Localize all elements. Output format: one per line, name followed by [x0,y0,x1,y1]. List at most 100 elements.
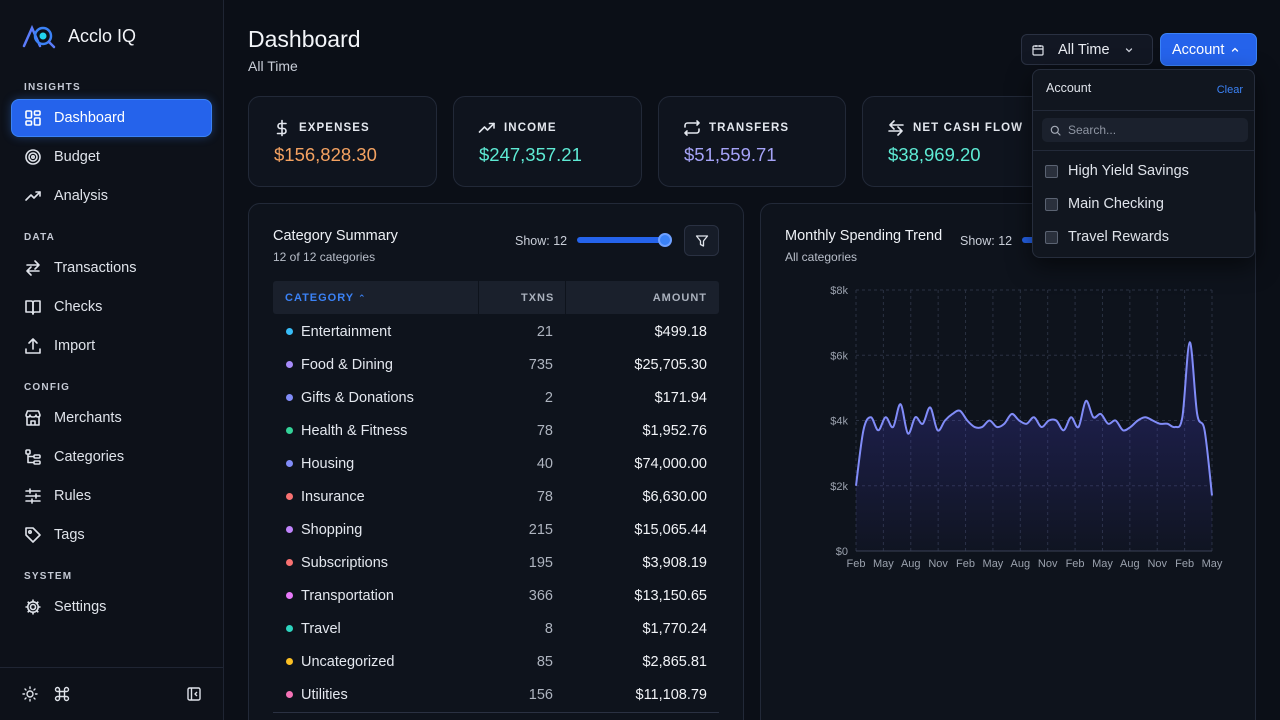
tree-icon [25,449,41,465]
panel-title: Category Summary [273,228,398,244]
show-count-label: Show: 12 [515,234,568,248]
table-row[interactable]: Utilities 156 $11,108.79 [273,679,719,712]
account-option-travel-rewards[interactable]: Travel Rewards [1045,226,1169,248]
slider-handle[interactable] [658,233,672,247]
table-row[interactable]: Subscriptions 195 $3,908.19 [273,547,719,580]
chevron-up-icon [1232,47,1239,52]
stat-card-expenses: EXPENSES $156,828.30 [248,96,437,187]
category-amount: $2,865.81 [642,654,707,670]
trend-icon [25,191,41,201]
table-header: CATEGORY ⌃ TXNS AMOUNT [273,281,719,314]
category-amount: $499.18 [654,324,707,340]
category-txns: 215 [528,522,553,538]
sidebar-item-transactions[interactable]: Transactions [12,250,211,286]
table-row[interactable]: Shopping 215 $15,065.44 [273,514,719,547]
trend-up-icon [478,122,495,133]
stat-value: $38,969.20 [888,144,981,165]
category-txns: 735 [528,357,553,373]
sidebar-item-checks[interactable]: Checks [12,289,211,325]
sidebar-item-analysis[interactable]: Analysis [12,178,211,214]
category-color-dot [286,361,293,368]
category-txns: 366 [528,588,553,604]
x-tick-label: Aug [1120,558,1140,570]
x-tick-label: May [1092,558,1113,570]
category-color-dot [286,592,293,599]
table-row[interactable]: Housing 40 $74,000.00 [273,448,719,481]
filter-button[interactable] [684,225,719,256]
sidebar-item-label: Settings [54,599,107,615]
table-row[interactable]: Transportation 366 $13,150.65 [273,580,719,613]
category-name: Subscriptions [301,555,389,571]
time-range-dropdown[interactable]: All Time [1021,34,1153,65]
sidebar-item-merchants[interactable]: Merchants [12,400,211,436]
sidebar-item-tags[interactable]: Tags [12,517,211,553]
x-tick-label: Nov [1038,558,1058,570]
clear-selection-link[interactable]: Clear [1216,84,1243,96]
sidebar-item-settings[interactable]: Settings [12,589,211,625]
table-row[interactable]: Entertainment 21 $499.18 [273,316,719,349]
table-row[interactable]: Gifts & Donations 2 $171.94 [273,382,719,415]
stat-label: TRANSFERS [709,122,790,134]
category-name: Uncategorized [301,654,395,670]
sidebar-item-label: Rules [54,488,92,504]
category-txns: 8 [544,621,553,637]
monthly-trend-panel: Monthly Spending Trend All categories Sh… [760,203,1256,720]
category-amount: $1,952.76 [642,423,707,439]
account-option-main-checking[interactable]: Main Checking [1045,193,1164,215]
trend-area [856,342,1212,551]
account-filter-button[interactable]: Account [1161,34,1256,65]
category-amount: $11,108.79 [635,687,708,703]
category-color-dot [286,625,293,632]
checkbox[interactable] [1045,164,1058,178]
checkbox[interactable] [1045,230,1058,244]
brand-name: Acclo IQ [68,25,137,46]
column-header-txns[interactable]: TXNS [521,292,555,304]
table-row[interactable]: Travel 8 $1,770.24 [273,613,719,646]
collapse-sidebar-icon[interactable] [186,686,202,702]
show-count-slider[interactable] [577,237,667,243]
sidebar-item-rules[interactable]: Rules [12,478,211,514]
category-color-dot [286,691,293,698]
table-row[interactable]: Food & Dining 735 $25,705.30 [273,349,719,382]
category-txns: 195 [528,555,553,571]
table-row[interactable]: Insurance 78 $6,630.00 [273,481,719,514]
sidebar-item-import[interactable]: Import [12,328,211,364]
command-icon[interactable] [54,686,70,702]
panel-title: Monthly Spending Trend [785,228,943,244]
sidebar-item-categories[interactable]: Categories [12,439,211,475]
section-label-data: DATA [24,232,56,243]
account-option-label: High Yield Savings [1068,163,1189,179]
category-color-dot [286,559,293,566]
account-search-input[interactable] [1068,123,1238,137]
category-color-dot [286,658,293,665]
sliders-icon [25,488,41,504]
category-amount: $13,150.65 [634,588,707,604]
upload-icon [25,338,41,354]
account-option-label: Travel Rewards [1068,229,1169,245]
stat-card-net-cash-flow: NET CASH FLOW $38,969.20 [862,96,1050,187]
column-header-amount[interactable]: AMOUNT [652,292,707,304]
category-txns: 2 [544,390,553,406]
search-icon [1050,125,1061,136]
x-tick-label: May [1202,558,1223,570]
category-name: Travel [301,621,341,637]
table-row[interactable]: Health & Fitness 78 $1,952.76 [273,415,719,448]
category-amount: $1,770.24 [642,621,707,637]
sidebar-item-dashboard[interactable]: Dashboard [12,100,211,136]
stat-card-transfers: TRANSFERS $51,559.71 [658,96,846,187]
sidebar-item-budget[interactable]: Budget [12,139,211,175]
sidebar-item-label: Categories [54,449,125,465]
category-txns: 85 [536,654,553,670]
account-option-label: Main Checking [1068,196,1164,212]
time-range-label: All Time [1058,41,1110,58]
column-header-category[interactable]: CATEGORY ⌃ [285,292,367,304]
brand[interactable]: Acclo IQ [22,22,136,50]
y-tick-label: $0 [836,546,848,558]
stat-value: $156,828.30 [274,144,377,165]
table-row[interactable]: Uncategorized 85 $2,865.81 [273,646,719,679]
category-name: Gifts & Donations [301,390,414,406]
sun-icon[interactable] [22,686,38,702]
checkbox[interactable] [1045,197,1058,211]
account-option-high-yield-savings[interactable]: High Yield Savings [1045,160,1189,182]
category-name: Shopping [301,522,363,538]
